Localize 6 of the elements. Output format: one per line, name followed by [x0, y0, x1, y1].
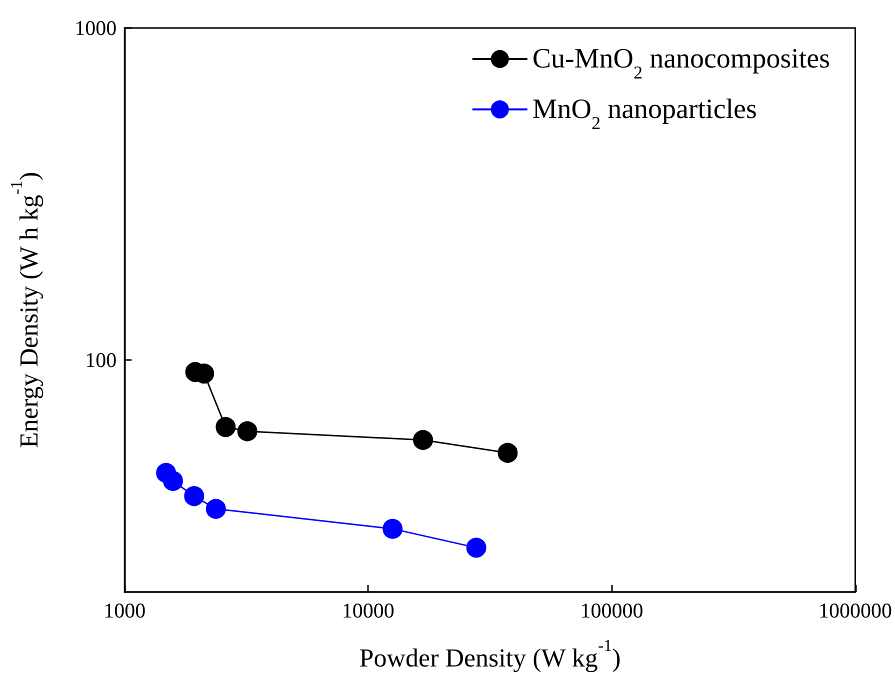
x-tick-label: 1000000 — [818, 598, 892, 622]
x-tick-label: 10000 — [342, 598, 394, 622]
y-tick-label: 100 — [85, 348, 117, 372]
x-tick-label: 100000 — [580, 598, 644, 622]
x-tick-label: 1000 — [104, 598, 146, 622]
y-axis-title: Energy Density (W h kg-1) — [7, 172, 44, 448]
